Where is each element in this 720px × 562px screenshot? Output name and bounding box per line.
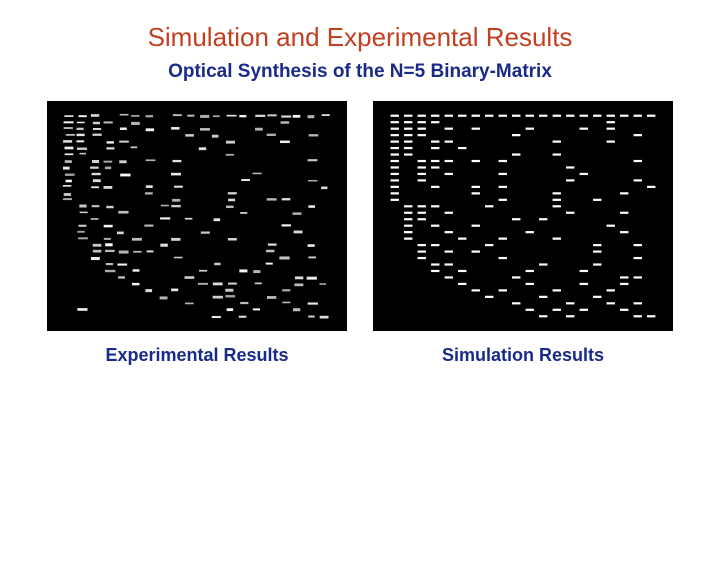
page-subtitle: Optical Synthesis of the N=5 Binary-Matr… [0,61,720,83]
simulation-panel [373,101,673,331]
captions-row: Experimental Results Simulation Results [0,345,720,366]
caption-experimental: Experimental Results [47,345,347,366]
caption-simulation: Simulation Results [373,345,673,366]
panels-row [0,101,720,331]
page-title: Simulation and Experimental Results [0,22,720,53]
experimental-panel [47,101,347,331]
